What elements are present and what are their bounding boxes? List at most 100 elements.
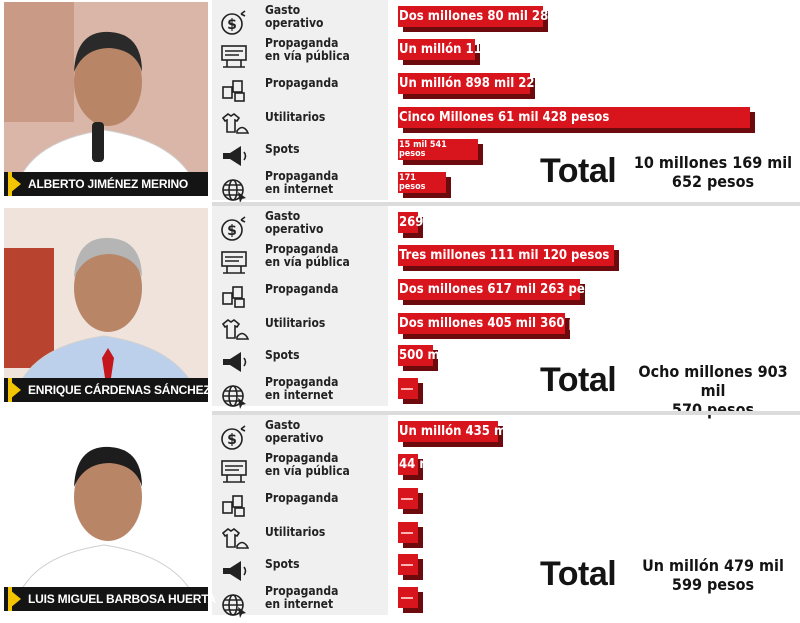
bar-value-label: 171 pesos: [399, 173, 426, 192]
chevron-icon: [10, 175, 21, 193]
category-label-line: Utilitarios: [265, 110, 326, 124]
category-label-line: Propaganda: [265, 375, 339, 389]
bar-value-label: 269 mil 827 pesos: [399, 215, 519, 230]
total-label: Total: [540, 361, 617, 399]
category-label: Propaganda en internet: [265, 170, 385, 196]
bar: [398, 245, 615, 266]
category-label: Propaganda en vía pública: [265, 452, 385, 478]
category-label-line: Propaganda: [265, 451, 339, 465]
bar: [398, 6, 543, 27]
bar: [398, 421, 498, 442]
candidate-nameplate: LUIS MIGUEL BARBOSA HUERTA: [4, 587, 216, 611]
category-label-line: en internet: [265, 388, 334, 402]
candidate-photo: [4, 2, 208, 196]
section-divider: [212, 411, 800, 415]
category-label-line: Propaganda: [265, 76, 339, 90]
category-label: Spots: [265, 349, 385, 362]
bar-value-label: Dos millones 405 mil 360 pesos: [399, 316, 607, 331]
category-label-line: en internet: [265, 182, 334, 196]
globe-icon: [219, 176, 249, 203]
candidate-section: ALBERTO JIMÉNEZ MERINO $ Gasto operativo Dos…: [0, 0, 800, 203]
candidate-photo: [4, 208, 208, 402]
category-label-line: operativo: [265, 222, 324, 236]
category-label-line: Utilitarios: [265, 316, 326, 330]
megaphone-icon: [219, 143, 249, 169]
category-label-line: Spots: [265, 348, 300, 362]
category-label: Utilitarios: [265, 111, 385, 124]
total-amount-line: 10 millones 169 mil: [633, 153, 793, 172]
bar-value-label: 500 mil pesos: [399, 348, 491, 363]
category-label-line: Utilitarios: [265, 525, 326, 539]
flyers-icon: [219, 77, 249, 103]
flyers-icon: [219, 283, 249, 309]
total-amount-line: 652 pesos: [671, 172, 755, 191]
category-label: Gasto operativo: [265, 210, 385, 236]
money-icon: $: [219, 216, 249, 242]
category-label: Propaganda: [265, 283, 385, 296]
bar: [398, 107, 750, 128]
category-label-line: en vía pública: [265, 49, 350, 63]
category-panel: [212, 206, 388, 406]
total-amount: Un millón 479 mil 599 pesos: [626, 556, 800, 594]
category-panel: [212, 415, 388, 615]
category-panel: [212, 0, 388, 200]
svg-text:$: $: [227, 17, 237, 33]
category-label-line: Spots: [265, 142, 300, 156]
category-label-line: operativo: [265, 16, 324, 30]
candidate-nameplate: ENRIQUE CÁRDENAS SÁNCHEZ: [4, 378, 211, 402]
category-label-line: Propaganda: [265, 282, 339, 296]
category-label-line: Spots: [265, 557, 300, 571]
category-label: Propaganda: [265, 492, 385, 505]
candidate-photo-illustration: [4, 417, 208, 611]
category-label: Propaganda en internet: [265, 376, 385, 402]
candidate-name: LUIS MIGUEL BARBOSA HUERTA: [28, 592, 216, 606]
candidate-name: ENRIQUE CÁRDENAS SÁNCHEZ: [28, 383, 211, 397]
category-label: Utilitarios: [265, 317, 385, 330]
total-label: Total: [540, 152, 617, 190]
money-icon: $: [219, 10, 249, 36]
billboard-icon: [219, 249, 249, 275]
category-label-line: operativo: [265, 431, 324, 445]
total-amount-line: 599 pesos: [671, 575, 755, 594]
total-label: Total: [540, 555, 617, 593]
section-divider: [212, 202, 800, 206]
category-label-line: en vía pública: [265, 255, 350, 269]
category-label-line: en internet: [265, 597, 334, 611]
category-label: Spots: [265, 558, 385, 571]
tshirt-cap-icon: [219, 526, 250, 552]
empty-bar-marker: [401, 498, 413, 500]
bar: [398, 454, 418, 475]
candidate-section: ENRIQUE CÁRDENAS SÁNCHEZ $ Gasto operativo 2…: [0, 206, 800, 409]
category-label: Propaganda en vía pública: [265, 243, 385, 269]
total-amount-line: Un millón 479 mil: [642, 556, 784, 575]
category-label: Propaganda en internet: [265, 585, 385, 611]
megaphone-icon: [219, 349, 249, 375]
category-label-line: Propaganda: [265, 169, 339, 183]
megaphone-icon: [219, 558, 249, 584]
candidate-nameplate: ALBERTO JIMÉNEZ MERINO: [4, 172, 208, 196]
bar-value-label: Un millón 114 mil 203 pesos: [399, 42, 586, 57]
category-label: Propaganda en vía pública: [265, 37, 385, 63]
bar-value-label: 15 mil 541 pesos: [399, 140, 447, 159]
money-icon: $: [219, 425, 249, 451]
tshirt-cap-icon: [219, 111, 250, 137]
category-label-line: Propaganda: [265, 491, 339, 505]
category-label-line: Gasto: [265, 418, 301, 432]
bar-value-label: 44 mil 544 pesos: [399, 457, 511, 472]
bar-value-label: Dos millones 617 mil 263 pesos: [399, 282, 607, 297]
globe-icon: [219, 591, 249, 618]
bar: [398, 313, 566, 334]
total-amount-line: Ocho millones 903 mil: [638, 362, 788, 400]
empty-bar-marker: [401, 597, 413, 599]
svg-text:$: $: [227, 432, 237, 448]
bar: [398, 172, 446, 193]
total-amount: 10 millones 169 mil 652 pesos: [626, 153, 800, 191]
empty-bar-marker: [401, 532, 413, 534]
candidate-section: LUIS MIGUEL BARBOSA HUERTA $ Gasto operativ…: [0, 415, 800, 618]
chevron-icon: [10, 590, 21, 608]
candidate-name: ALBERTO JIMÉNEZ MERINO: [28, 177, 189, 191]
empty-bar-marker: [401, 564, 413, 566]
candidate-photo-illustration: [4, 208, 208, 402]
bar-value-label: Tres millones 111 mil 120 pesos: [399, 248, 610, 263]
category-label-line: Gasto: [265, 3, 301, 17]
